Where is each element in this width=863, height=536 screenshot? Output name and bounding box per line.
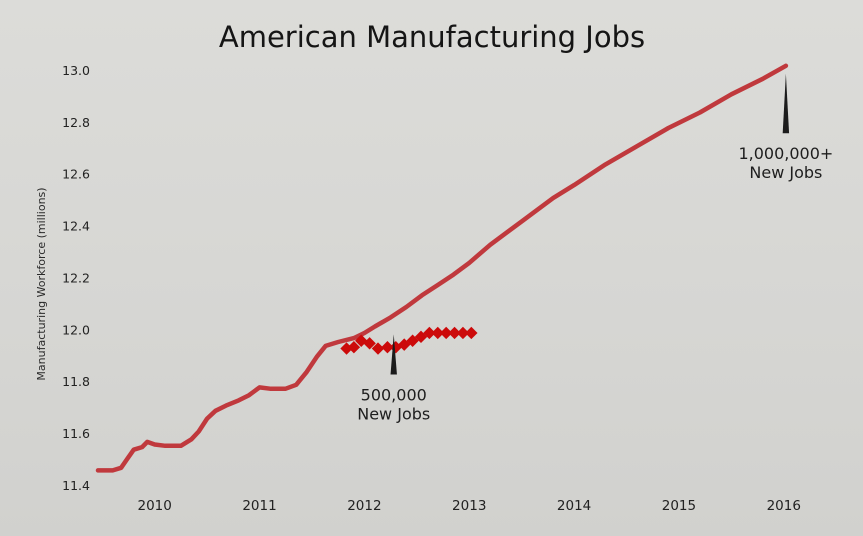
x-tick-label: 2013 xyxy=(452,498,486,514)
annotation-pointer xyxy=(782,73,790,134)
x-tick-label: 2016 xyxy=(767,498,801,514)
annotation-label: New Jobs xyxy=(357,404,430,423)
y-tick-label: 12.4 xyxy=(62,219,90,234)
diamond-marker xyxy=(371,342,385,355)
x-tick-label: 2012 xyxy=(347,498,381,514)
y-tick-label: 12.8 xyxy=(62,115,90,130)
y-axis-label: Manufacturing Workforce (millions) xyxy=(35,187,48,380)
y-tick-label: 13.0 xyxy=(62,63,90,78)
y-tick-label: 11.4 xyxy=(62,478,90,493)
y-tick-label: 12.2 xyxy=(62,270,90,285)
annotation-label: 500,000 xyxy=(361,385,427,404)
diamond-marker xyxy=(381,341,394,354)
diamond-marker xyxy=(456,326,470,340)
x-tick-label: 2010 xyxy=(137,498,171,514)
diamond-marker xyxy=(448,326,461,340)
series-line xyxy=(95,63,789,473)
chart-title: American Manufacturing Jobs xyxy=(219,20,645,54)
x-tick-label: 2015 xyxy=(662,498,696,514)
data-series xyxy=(95,63,789,473)
y-tick-label: 12.6 xyxy=(62,167,90,182)
diamond-marker xyxy=(465,326,478,340)
y-tick-labels: 11.4 11.6 11.8 12.0 12.2 12.4 12.6 12.8 13.0 xyxy=(62,63,90,493)
x-tick-labels: 2010 2011 2012 2013 2014 2015 2016 xyxy=(137,498,800,514)
x-tick-label: 2014 xyxy=(557,498,591,514)
x-tick-label: 2011 xyxy=(242,498,276,514)
diamond-marker xyxy=(363,337,376,350)
diamond-marker xyxy=(439,326,453,340)
y-tick-label: 12.0 xyxy=(62,322,90,337)
diamond-marker xyxy=(423,326,436,340)
diamond-marker xyxy=(431,326,444,340)
y-tick-label: 11.6 xyxy=(62,426,90,441)
annotation-label: 1,000,000+ xyxy=(738,144,833,163)
diamond-marker xyxy=(347,341,361,354)
annotation-pointer xyxy=(390,334,397,375)
annotation-label: New Jobs xyxy=(749,163,822,182)
y-tick-label: 11.8 xyxy=(62,374,90,389)
